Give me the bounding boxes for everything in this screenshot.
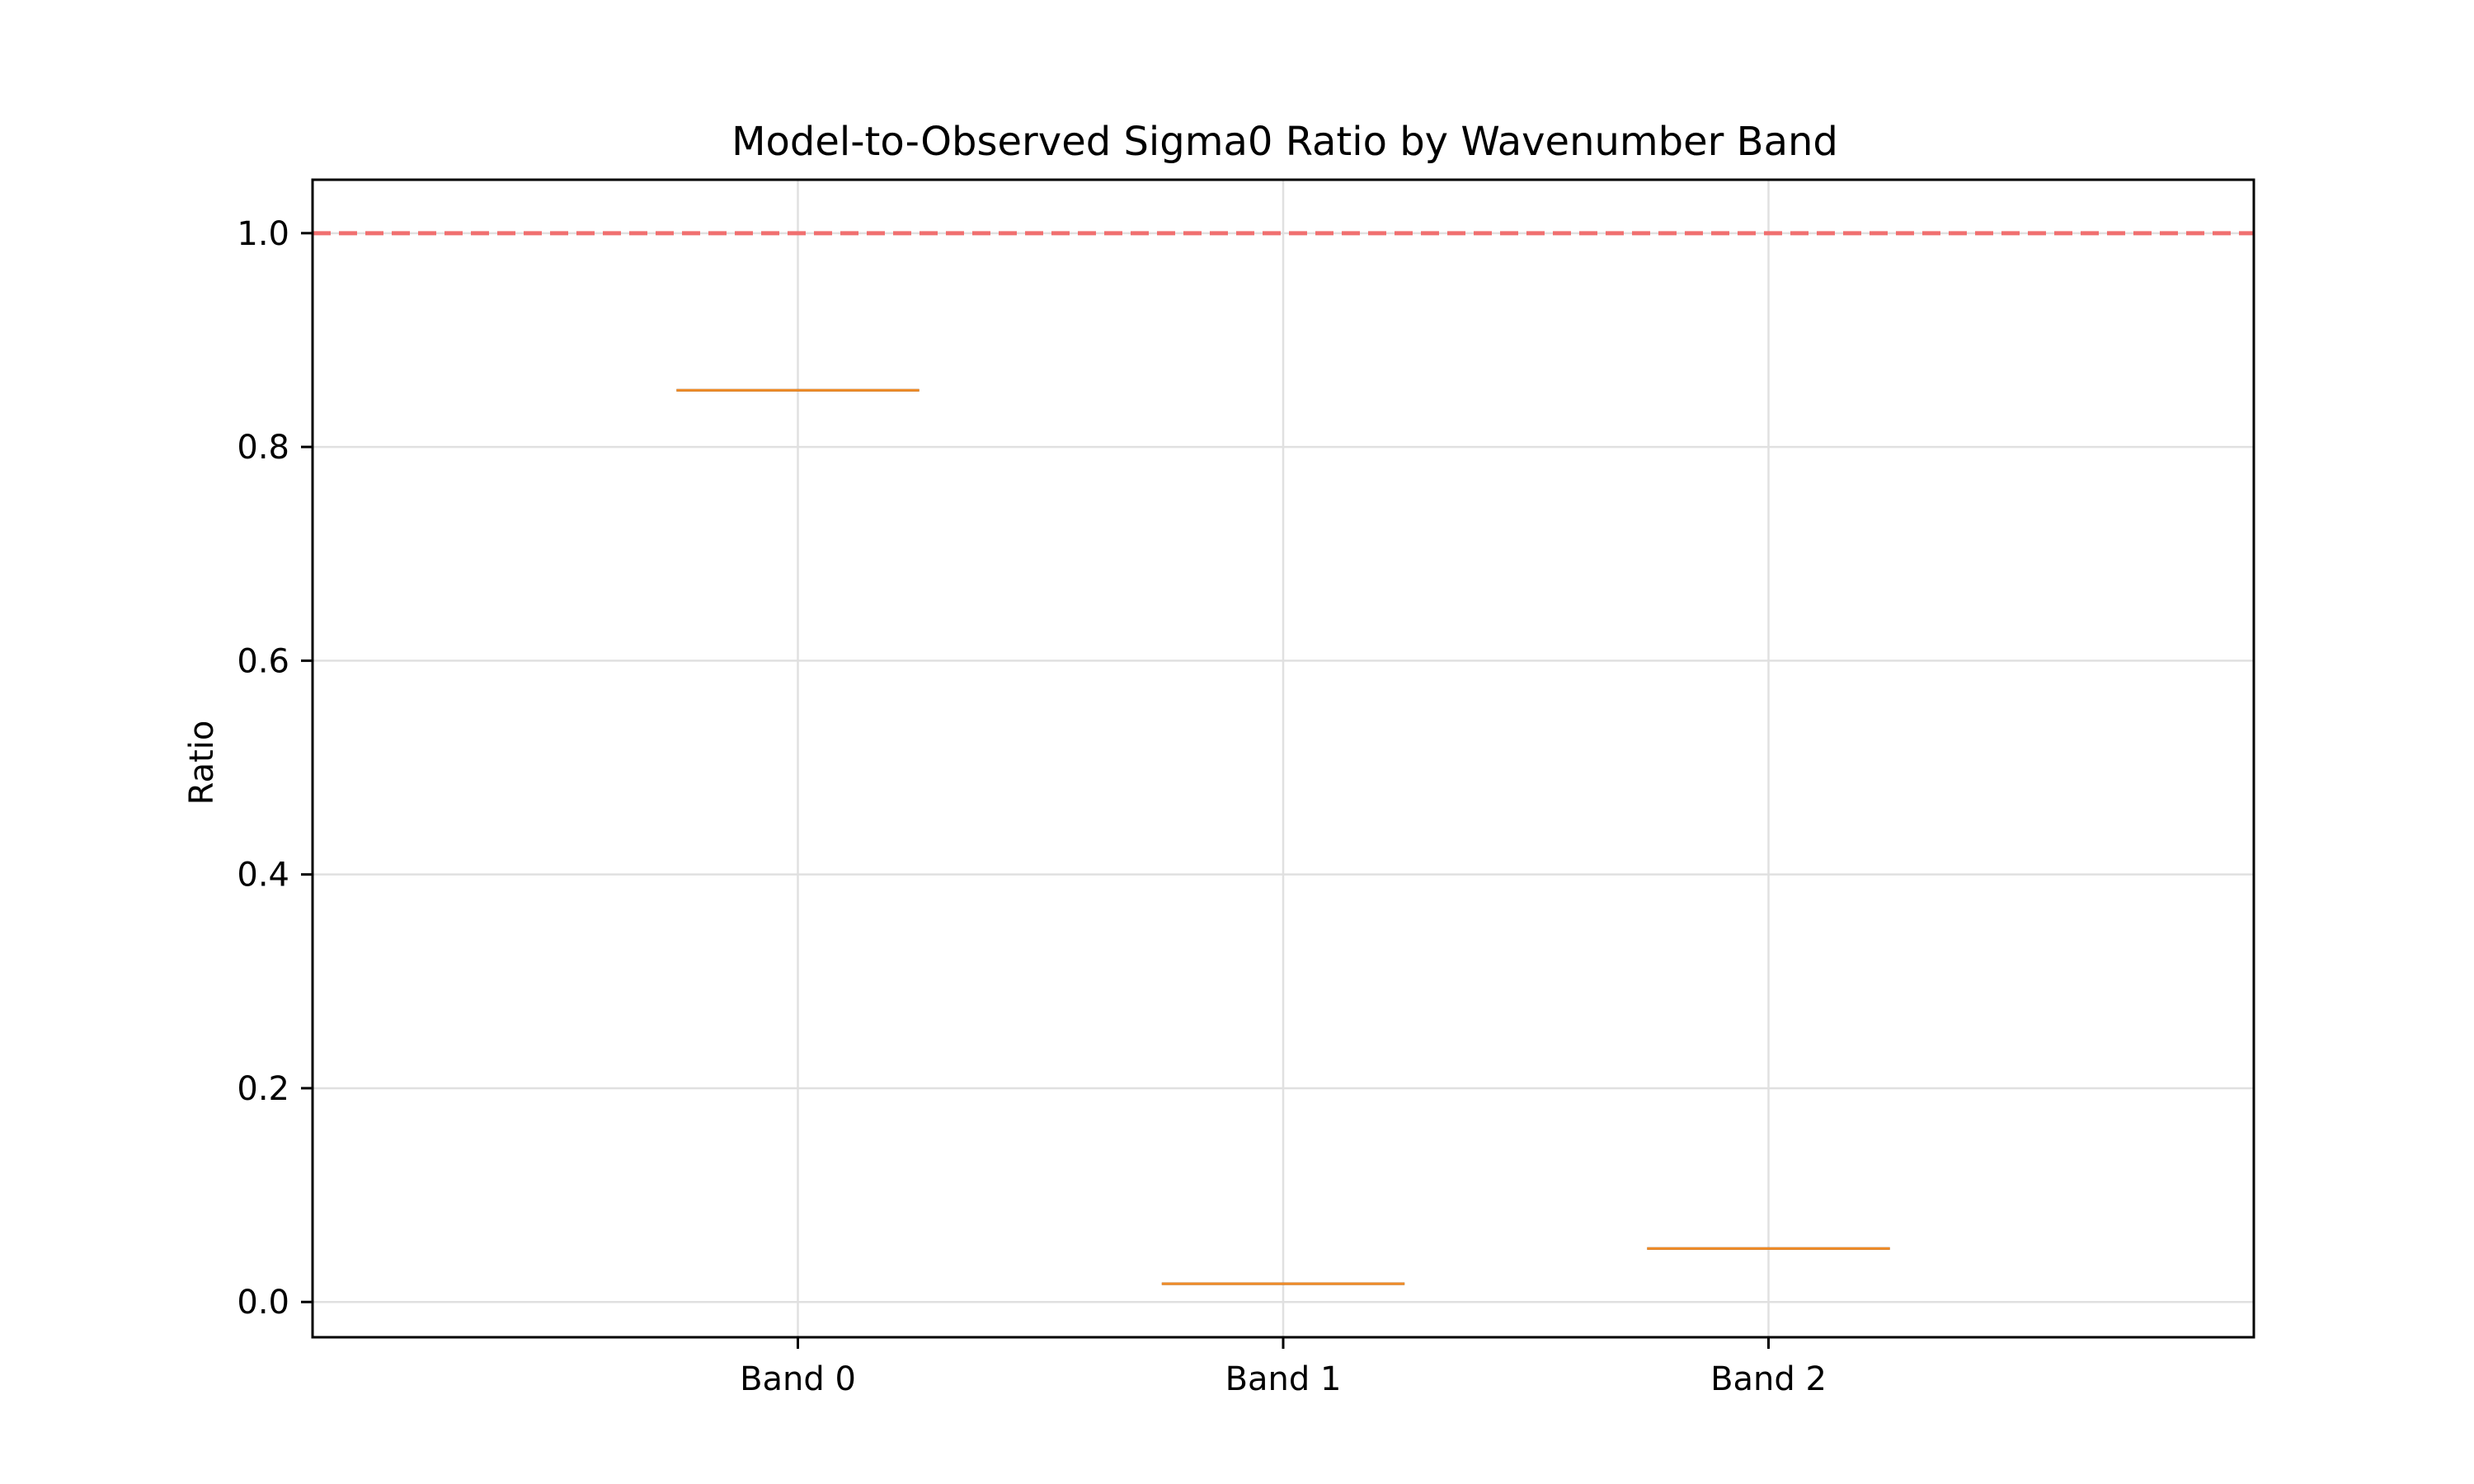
y-tick-label: 0.4: [237, 857, 289, 895]
chart-title: Model-to-Observed Sigma0 Ratio by Wavenu…: [731, 119, 1838, 165]
y-tick-label: 0.6: [237, 642, 289, 680]
tick-layer: 0.0 0.2 0.4 0.6 0.8 1.0 Band 0 Band 1 Band 2: [237, 215, 1827, 1398]
y-tick-label: 0.2: [237, 1070, 289, 1108]
y-tick-label: 1.0: [237, 215, 289, 253]
y-tick-label: 0.8: [237, 429, 289, 467]
x-tick-label: Band 1: [1225, 1360, 1342, 1398]
x-tick-label: Band 0: [740, 1360, 856, 1398]
y-tick-label: 0.0: [237, 1284, 289, 1322]
x-tick-label: Band 2: [1710, 1360, 1827, 1398]
box-layer: [676, 388, 1890, 1285]
y-axis-label: Ratio: [183, 721, 221, 805]
